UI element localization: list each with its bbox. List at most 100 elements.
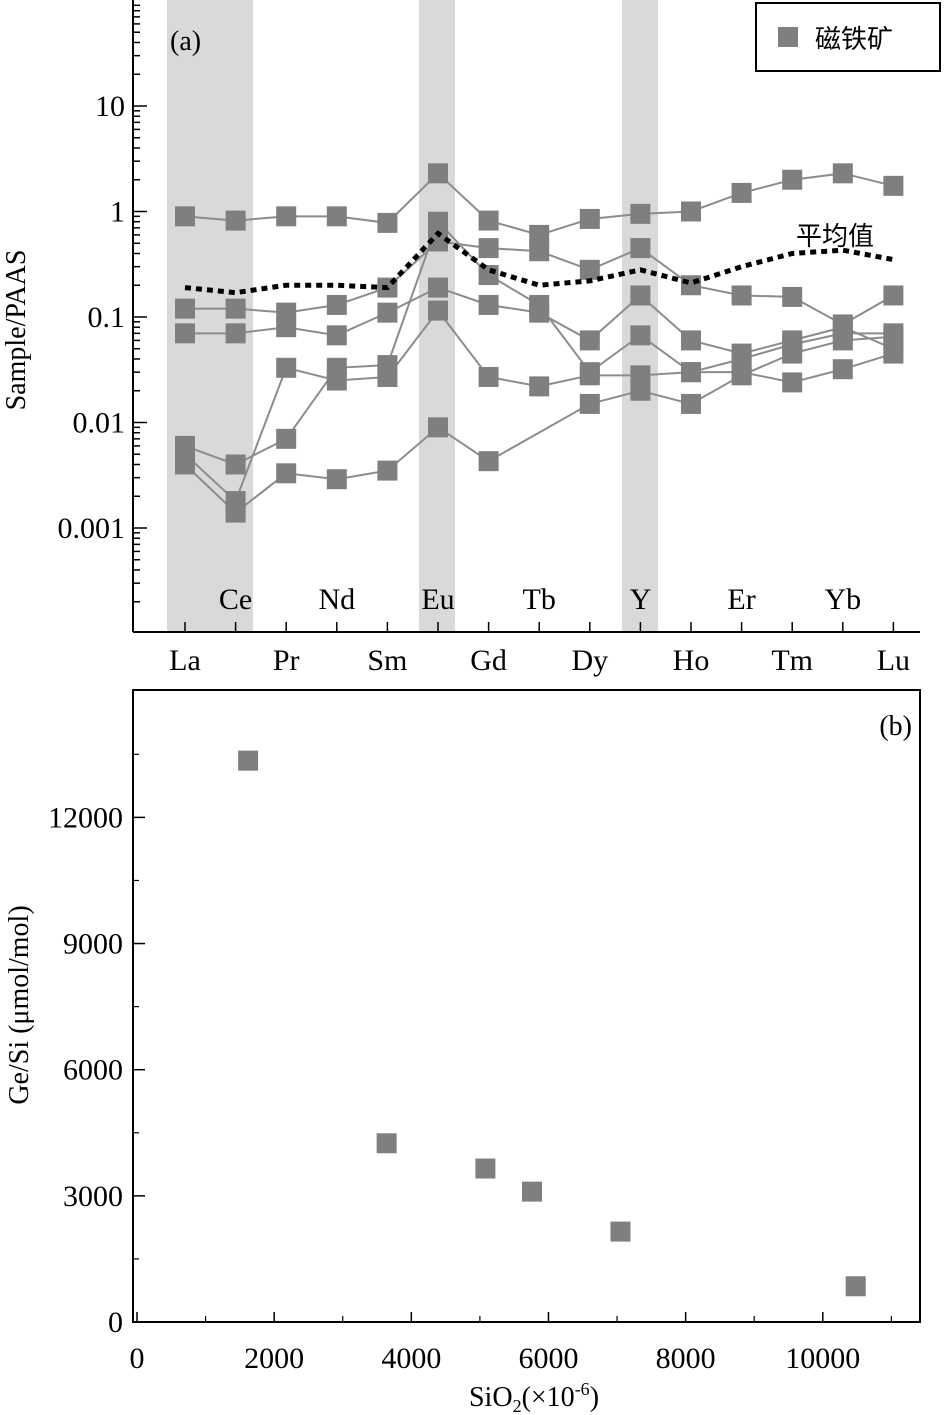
panel-b-y-tick-label: 0 bbox=[108, 1306, 123, 1339]
x-axis-label-main: SiO bbox=[469, 1382, 513, 1413]
series-6-marker-ce bbox=[225, 502, 246, 523]
series-1-marker-yb bbox=[832, 163, 853, 184]
x-tick-label-pr: Pr bbox=[273, 644, 300, 677]
x-tick-label-tb: Tb bbox=[523, 583, 556, 616]
series-2-marker-eu bbox=[428, 231, 448, 252]
series-4-marker-eu bbox=[428, 211, 448, 232]
scatter-point-5 bbox=[610, 1221, 631, 1242]
series-5-marker-sm bbox=[377, 366, 398, 387]
legend-marker bbox=[778, 27, 798, 47]
x-tick-label-la: La bbox=[169, 644, 201, 677]
series-2-marker-gd bbox=[478, 238, 499, 259]
series-1-marker-la bbox=[175, 206, 195, 227]
series-4-marker-y bbox=[630, 325, 651, 346]
series-5-marker-gd bbox=[478, 366, 499, 387]
series-6-marker-tm bbox=[782, 343, 803, 364]
series-4-marker-ce bbox=[225, 454, 246, 475]
series-3-marker-y bbox=[630, 285, 651, 306]
series-3-marker-ce bbox=[225, 323, 246, 344]
series-1-marker-tb bbox=[529, 224, 550, 245]
series-2-marker-tm bbox=[782, 286, 803, 307]
legend-label: 磁铁矿 bbox=[815, 25, 893, 55]
series-1-marker-dy bbox=[579, 208, 600, 229]
x-axis-label-sub: 2 bbox=[513, 1396, 522, 1415]
series-4-marker-pr bbox=[276, 428, 297, 449]
series-1-marker-nd bbox=[326, 206, 347, 227]
series-1-marker-tm bbox=[782, 169, 803, 190]
series-5-marker-y bbox=[630, 365, 651, 386]
series-4-marker-tb bbox=[529, 294, 550, 315]
panel-b-x-axis-label: SiO2(×10-6) bbox=[469, 1379, 599, 1415]
x-axis-label-paren: (×10 bbox=[522, 1382, 575, 1413]
series-6-marker-er bbox=[731, 365, 752, 386]
series-6-marker-y bbox=[630, 380, 651, 401]
series-3-marker-la bbox=[175, 323, 195, 344]
series-3-marker-pr bbox=[276, 317, 297, 338]
x-tick-label-tm: Tm bbox=[771, 644, 813, 677]
series-3-marker-ho bbox=[681, 330, 701, 351]
series-1-marker-gd bbox=[478, 210, 499, 231]
x-tick-label-ho: Ho bbox=[673, 644, 710, 677]
series-2-marker-lu bbox=[883, 285, 904, 306]
panel-b-gesi-scatter: 0 2000 4000 6000 8000 10000 0 3000 6000 9000 12000… bbox=[4, 689, 921, 1415]
series-1-marker-ho bbox=[681, 201, 701, 222]
x-axis-label-sup: -6 bbox=[575, 1379, 590, 1399]
series-6-marker-la bbox=[175, 454, 195, 475]
series-6-marker-lu bbox=[883, 326, 904, 347]
panel-a-y-tick-label: 0.01 bbox=[73, 407, 126, 440]
series-6-marker-yb bbox=[832, 330, 853, 351]
panel-a-y-tick-label: 10 bbox=[95, 90, 125, 123]
series-3-marker-dy bbox=[579, 330, 600, 351]
series-3-marker-gd bbox=[478, 294, 499, 315]
series-1-marker-eu bbox=[428, 163, 448, 184]
x-tick-label-y: Y bbox=[630, 583, 652, 616]
panel-a-y-tick-label: 0.001 bbox=[58, 512, 126, 545]
x-tick-label-nd: Nd bbox=[318, 583, 355, 616]
panel-a-y-axis-label: Sample/PAAS bbox=[1, 250, 32, 411]
series-2-marker-y bbox=[630, 238, 651, 259]
series-5-marker-yb bbox=[832, 359, 853, 380]
panel-b-x-tick-label: 2000 bbox=[244, 1342, 304, 1375]
series-1-marker-sm bbox=[377, 212, 398, 233]
panel-b-label: (b) bbox=[879, 711, 912, 742]
series-2-marker-la bbox=[175, 298, 195, 319]
series-4-marker-gd bbox=[478, 265, 499, 286]
series-1-marker-lu bbox=[883, 175, 904, 196]
panel-b-x-tick-label: 4000 bbox=[381, 1342, 441, 1375]
series-2-marker-ce bbox=[225, 298, 246, 319]
panel-b-y-tick-label: 6000 bbox=[63, 1054, 123, 1087]
series-6-marker-dy bbox=[579, 393, 600, 414]
x-tick-label-ce: Ce bbox=[219, 583, 252, 616]
x-tick-label-gd: Gd bbox=[470, 644, 507, 677]
series-1-marker-y bbox=[630, 203, 651, 224]
series-2-marker-tb bbox=[529, 241, 550, 262]
panel-b-y-tick-label: 12000 bbox=[48, 801, 123, 834]
panel-b-y-tick-label: 9000 bbox=[63, 928, 123, 961]
series-3-marker-sm bbox=[377, 302, 398, 323]
panel-a-y-tick-label: 1 bbox=[110, 196, 125, 229]
scatter-point-1 bbox=[238, 750, 259, 771]
series-2-marker-nd bbox=[326, 294, 347, 315]
series-3-marker-nd bbox=[326, 325, 347, 346]
panel-a-label: (a) bbox=[170, 26, 201, 57]
x-axis-label-close: ) bbox=[590, 1382, 599, 1413]
x-tick-label-lu: Lu bbox=[877, 644, 910, 677]
series-5-marker-dy bbox=[579, 365, 600, 386]
series-5-marker-tb bbox=[529, 376, 550, 397]
panel-b-x-tick-label: 0 bbox=[130, 1342, 145, 1375]
x-tick-label-yb: Yb bbox=[824, 583, 861, 616]
x-tick-label-er: Er bbox=[727, 583, 755, 616]
series-5-marker-tm bbox=[782, 372, 803, 393]
series-5-marker-lu bbox=[883, 343, 904, 364]
series-5-marker-ho bbox=[681, 362, 701, 383]
scatter-point-2 bbox=[376, 1133, 397, 1154]
mean-line-label: 平均值 bbox=[796, 222, 874, 252]
series-1-marker-pr bbox=[276, 206, 297, 227]
panel-b-x-tick-label: 8000 bbox=[656, 1342, 716, 1375]
series-6-marker-sm bbox=[377, 460, 398, 481]
x-tick-label-eu: Eu bbox=[421, 583, 454, 616]
highlight-band-y bbox=[622, 0, 658, 632]
x-tick-label-sm: Sm bbox=[367, 644, 407, 677]
panel-b-y-axis-label: Ge/Si (μmol/mol) bbox=[4, 905, 35, 1104]
